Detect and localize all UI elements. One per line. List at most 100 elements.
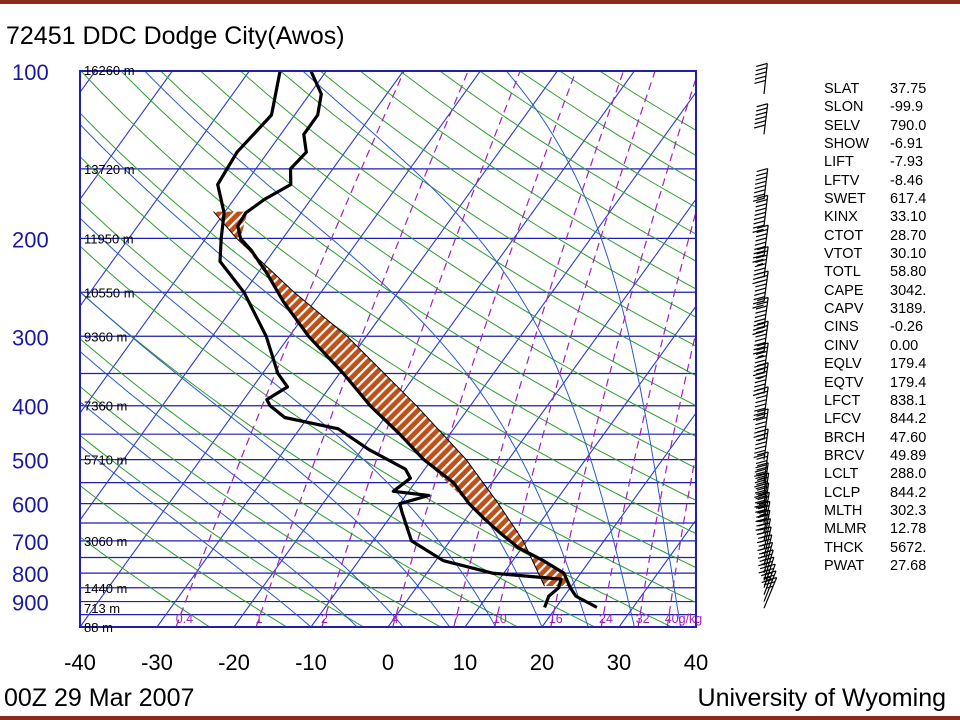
- wind-barb-flag: [756, 167, 768, 173]
- plot-frame: [79, 70, 697, 628]
- wind-barb-flag: [755, 67, 767, 72]
- wind-barb-half-flag: [759, 513, 766, 517]
- wind-barb-flag: [754, 115, 767, 121]
- wind-barb-flag: [752, 416, 765, 421]
- mixing-ratio-line: [392, 71, 577, 627]
- wind-barb-flag: [757, 451, 769, 456]
- wind-barb-flag: [756, 250, 768, 255]
- dry-adiabat: [80, 155, 696, 569]
- wind-barb-flag: [761, 572, 773, 577]
- wind-barb-flag: [752, 224, 765, 229]
- mixing-ratio-line: [666, 450, 696, 627]
- stability-indices: SLAT 37.75 SLON -99.9 SELV 790.0 SHOW -6.91 LIFT…: [824, 80, 926, 575]
- wind-barb-flag: [757, 246, 769, 251]
- height-label: 7360 m: [84, 399, 127, 414]
- wind-barb: [754, 62, 768, 95]
- wind-barb-flag: [756, 301, 768, 306]
- wind-barb-shaft: [763, 195, 769, 227]
- wind-barb: [753, 408, 769, 442]
- index-name: LCLP: [824, 484, 861, 501]
- wind-barb-flag: [757, 547, 769, 552]
- index-value: 5672.: [890, 539, 927, 556]
- index-row: LCLP 844.2: [824, 484, 926, 502]
- wind-barb-half-flag: [760, 543, 768, 547]
- mixing-ratio-label: 0.4: [176, 612, 193, 626]
- height-label: 713 m: [84, 601, 120, 616]
- isotherm-line: [80, 71, 481, 627]
- index-value: 0.00: [890, 337, 919, 354]
- index-row: CAPE 3042.: [824, 282, 926, 300]
- wind-barb-flag: [757, 296, 769, 302]
- dry-adiabat: [80, 338, 519, 627]
- wind-barb-flag: [752, 304, 764, 309]
- dry-adiabat: [120, 71, 696, 469]
- index-row: MLTH 302.3: [824, 502, 926, 520]
- index-value: 3042.: [890, 282, 927, 299]
- index-name: CTOT: [824, 227, 864, 244]
- wind-barb-flag: [755, 329, 768, 334]
- wind-barb-flag: [752, 300, 765, 305]
- height-label: 3060 m: [84, 534, 127, 549]
- index-value: -6.91: [890, 136, 924, 153]
- wind-barb-flag: [754, 379, 767, 384]
- index-row: SLON -99.9: [824, 98, 926, 116]
- index-name: CINV: [824, 337, 859, 354]
- wind-barb: [752, 167, 769, 202]
- mixing-ratio-label: 2: [321, 612, 328, 626]
- index-row: CAPV 3189.: [824, 300, 926, 318]
- index-name: SELV: [824, 117, 861, 134]
- wind-barb-flag: [754, 383, 766, 388]
- index-name: MLTH: [824, 502, 863, 519]
- dry-adiabat: [80, 385, 442, 627]
- dry-adiabat: [319, 71, 696, 318]
- temperature-tick-label: -30: [141, 650, 173, 675]
- wind-barb-half-flag: [757, 376, 764, 380]
- isotherm-line: [541, 412, 696, 627]
- wind-barb-flag: [754, 120, 766, 125]
- wind-barb-flag: [753, 346, 765, 351]
- top-frame-bar: [0, 0, 960, 4]
- temperature-profile: [236, 71, 598, 609]
- index-value: 37.75: [890, 81, 927, 97]
- wind-barb-flag: [753, 193, 765, 198]
- wind-barb-flag: [754, 241, 767, 246]
- wind-barb-shaft: [763, 321, 769, 352]
- index-value: 49.89: [890, 447, 927, 464]
- wind-barb-flag: [753, 296, 765, 301]
- wind-barb-flag: [755, 464, 767, 469]
- wind-barb-shaft: [763, 518, 772, 550]
- moist-adiabat: [80, 123, 543, 627]
- wind-barb-shaft: [763, 556, 775, 588]
- wind-barb-shaft: [763, 501, 771, 533]
- height-label: 11950 m: [84, 231, 134, 246]
- dry-adiabat: [80, 71, 696, 501]
- wind-barb-shaft: [763, 570, 777, 602]
- index-row: LIFT -7.93: [824, 153, 926, 171]
- wind-barb-flag: [754, 429, 766, 434]
- wind-barb-flag: [756, 199, 768, 204]
- wind-barb-flag: [755, 459, 768, 465]
- wind-barb-flag: [754, 287, 767, 292]
- wind-barb-flag: [755, 258, 767, 264]
- temperature-tick-label: 30: [607, 650, 631, 675]
- index-name: SWET: [824, 191, 866, 208]
- wind-barb: [752, 362, 769, 397]
- index-row: PWAT 27.68: [824, 557, 926, 575]
- index-name: BRCH: [824, 429, 866, 446]
- wind-barb-flag: [753, 220, 765, 225]
- wind-barb: [752, 296, 769, 336]
- index-value: 12.78: [890, 521, 927, 538]
- dry-adiabat: [80, 434, 365, 627]
- wind-barb-flag: [754, 359, 767, 364]
- mixing-ratio-line: [175, 71, 405, 627]
- wind-barb-flag: [754, 263, 767, 268]
- wind-barb-flag: [754, 468, 767, 473]
- index-value: 27.68: [890, 557, 927, 574]
- isotherm-line: [80, 71, 173, 201]
- wind-barb-flag: [755, 350, 768, 355]
- index-row: SWET 617.4: [824, 190, 926, 208]
- pressure-tick-label: 900: [12, 591, 49, 616]
- wind-barb-shaft: [763, 462, 769, 494]
